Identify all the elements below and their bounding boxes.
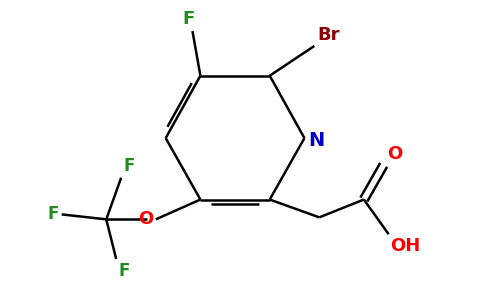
Text: O: O <box>138 210 154 228</box>
Text: F: F <box>118 262 130 280</box>
Text: O: O <box>387 145 402 163</box>
Text: N: N <box>308 130 325 150</box>
Text: F: F <box>47 206 59 224</box>
Text: OH: OH <box>391 237 421 255</box>
Text: Br: Br <box>318 26 340 44</box>
Text: F: F <box>123 157 135 175</box>
Text: F: F <box>182 10 195 28</box>
